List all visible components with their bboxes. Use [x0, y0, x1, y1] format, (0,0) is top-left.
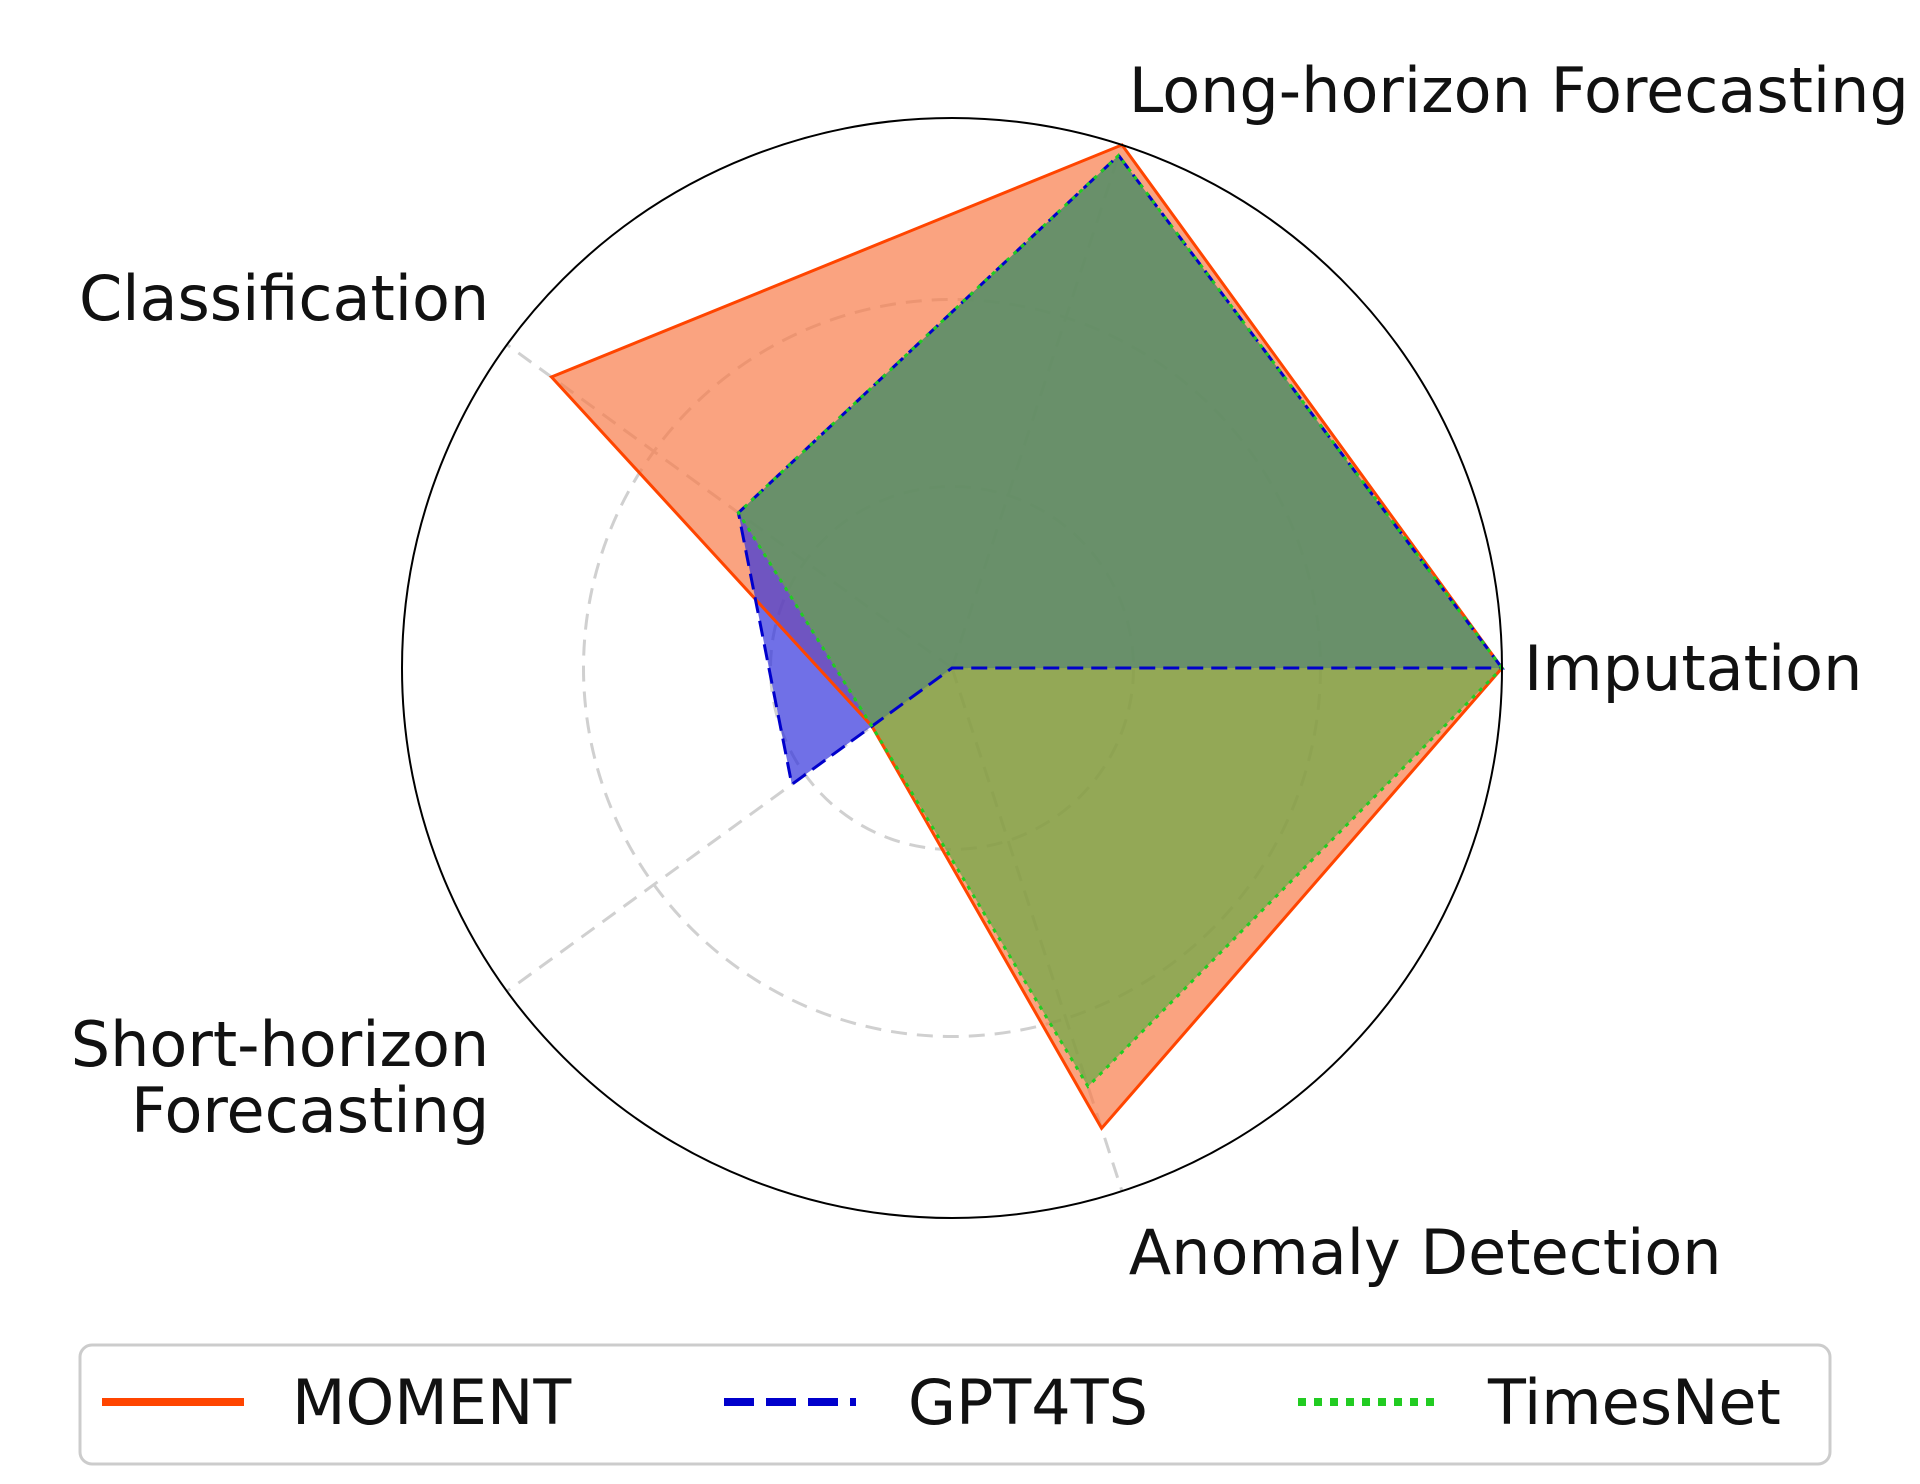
axis-label-line: Anomaly Detection [1129, 1216, 1722, 1289]
legend-label-moment: MOMENT [292, 1366, 572, 1439]
axis-label-line: Long-horizon Forecasting [1129, 54, 1909, 127]
legend-label-timesnet: TimesNet [1487, 1366, 1781, 1439]
legend-label-gpt4ts: GPT4TS [908, 1366, 1148, 1439]
series-line-moment [548, 143, 1504, 1131]
axis-labels: Imputation Long-horizon Forecasting Classi… [71, 54, 1909, 1289]
axis-label-line: Short-horizon [71, 1008, 489, 1081]
axis-label-long-horizon-forecasting: Long-horizon Forecasting [1129, 54, 1909, 127]
legend-frame [78, 1343, 1832, 1466]
axis-label-imputation: Imputation [1524, 632, 1862, 705]
outer-ring [401, 117, 1503, 1219]
series-fills [551, 144, 1502, 1129]
axis-label-line: Forecasting [131, 1074, 489, 1147]
axis-label-classification: Classification [79, 262, 489, 335]
series-fill-timesnet [738, 155, 1502, 1087]
axis-label-short-horizon-forecasting: Short-horizon Forecasting [71, 1008, 489, 1147]
legend: MOMENT GPT4TS TimesNet [78, 1343, 1832, 1466]
axis-label-anomaly-detection: Anomaly Detection [1129, 1216, 1722, 1289]
axis-label-line: Classification [79, 262, 489, 335]
series-lines [548, 143, 1505, 1131]
series-line-timesnet [736, 153, 1504, 1089]
axis-label-line: Imputation [1524, 632, 1862, 705]
